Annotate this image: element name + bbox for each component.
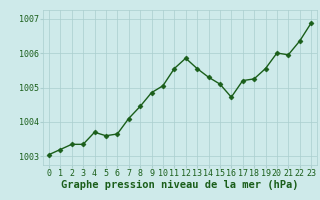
X-axis label: Graphe pression niveau de la mer (hPa): Graphe pression niveau de la mer (hPa) — [61, 180, 299, 190]
